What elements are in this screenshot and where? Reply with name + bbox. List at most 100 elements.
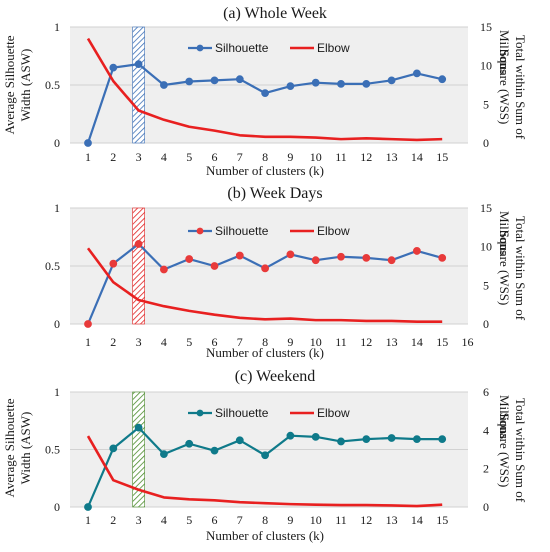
data-point bbox=[185, 255, 194, 263]
y-axis-label-line: Average Silhouette bbox=[2, 35, 17, 134]
data-point bbox=[185, 77, 194, 86]
x-tick-label: 9 bbox=[287, 513, 293, 527]
x-tick-label: 6 bbox=[212, 513, 218, 527]
y-tick-label: 0.5 bbox=[45, 78, 60, 92]
data-point bbox=[84, 139, 92, 147]
legend-label-elbow: Elbow bbox=[317, 224, 350, 238]
data-point bbox=[134, 423, 143, 432]
y-tick-label: 0.5 bbox=[45, 259, 60, 273]
x-tick-label: 3 bbox=[136, 513, 142, 527]
y-axis-label-line: Width (ASW) bbox=[18, 412, 33, 485]
x-tick-label: 6 bbox=[212, 335, 218, 349]
x-tick-label: 4 bbox=[161, 150, 167, 164]
series-line bbox=[86, 435, 443, 508]
x-tick-label: 8 bbox=[262, 513, 268, 527]
y-axis-label-line: Width (ASW) bbox=[18, 49, 33, 122]
x-tick-label: 12 bbox=[360, 513, 372, 527]
y2-tick-label: 2 bbox=[483, 462, 489, 476]
x-tick-label: 7 bbox=[237, 150, 243, 164]
y2-axis-label-line: Total within Sum of bbox=[513, 398, 528, 503]
legend: Silhouette Elbow bbox=[188, 224, 350, 238]
x-tick-label: 5 bbox=[186, 150, 192, 164]
y2-tick-label: 10 bbox=[480, 59, 492, 73]
x-tick-label: 9 bbox=[287, 150, 293, 164]
data-point bbox=[84, 320, 92, 328]
data-point bbox=[261, 264, 270, 273]
data-point bbox=[261, 451, 270, 460]
x-tick-label: 15 bbox=[436, 150, 448, 164]
series-line bbox=[86, 37, 443, 142]
y2-tick-label: 0 bbox=[483, 136, 489, 150]
chart-title: (c) Weekend bbox=[235, 368, 316, 385]
data-point bbox=[387, 256, 396, 265]
series-line bbox=[86, 247, 443, 323]
y2-tick-label: 10 bbox=[480, 240, 492, 254]
x-tick-label: 8 bbox=[262, 335, 268, 349]
legend: Silhouette Elbow bbox=[188, 406, 350, 420]
chart-title: (a) Whole Week bbox=[223, 5, 327, 22]
x-tick-label: 10 bbox=[310, 513, 322, 527]
y2-unit-label: Millions bbox=[497, 30, 512, 74]
data-point bbox=[438, 435, 447, 444]
y2-axis-label-line: Square (WSS) bbox=[497, 231, 512, 306]
x-axis-label: Number of clusters (k) bbox=[206, 163, 324, 178]
x-tick-label: 14 bbox=[411, 513, 423, 527]
data-point bbox=[109, 259, 118, 268]
data-point bbox=[109, 444, 118, 453]
x-tick-label: 7 bbox=[237, 513, 243, 527]
y2-unit-label: Millions bbox=[497, 395, 512, 439]
x-tick-label: 11 bbox=[335, 150, 347, 164]
data-point bbox=[134, 240, 143, 248]
x-axis-label: Number of clusters (k) bbox=[206, 528, 324, 543]
y-axis-label-line: Average Silhouette bbox=[2, 398, 17, 497]
silhouette-series bbox=[84, 423, 447, 511]
data-point bbox=[311, 256, 320, 265]
x-tick-label: 5 bbox=[186, 335, 192, 349]
y2-tick-label: 4 bbox=[483, 423, 489, 437]
data-point bbox=[413, 69, 421, 78]
x-tick-label: 10 bbox=[310, 335, 322, 349]
legend-label-silhouette: Silhouette bbox=[215, 224, 269, 238]
y-axis-label: Average Silhouette Width (ASW) bbox=[2, 398, 33, 497]
y-tick-label: 1 bbox=[54, 201, 60, 215]
x-tick-label: 12 bbox=[360, 335, 372, 349]
legend-label-elbow: Elbow bbox=[317, 41, 350, 55]
data-point bbox=[261, 89, 270, 98]
y-tick-label: 0 bbox=[54, 136, 60, 150]
y2-unit: Millions bbox=[497, 211, 512, 255]
x-tick-label: 14 bbox=[411, 335, 423, 349]
data-point bbox=[210, 446, 219, 455]
y2-tick-label: 5 bbox=[483, 278, 489, 292]
data-point bbox=[311, 78, 320, 87]
x-tick-label: 8 bbox=[262, 150, 268, 164]
data-point bbox=[362, 79, 371, 88]
x-tick-label: 16 bbox=[462, 335, 474, 349]
data-point bbox=[235, 251, 244, 260]
x-tick-label: 15 bbox=[436, 513, 448, 527]
legend-marker-silhouette bbox=[196, 227, 204, 235]
legend: Silhouette Elbow bbox=[188, 41, 350, 55]
y2-unit: Millions bbox=[497, 30, 512, 74]
y-tick-label: 0 bbox=[54, 317, 60, 331]
data-point bbox=[286, 82, 295, 91]
x-tick-label: 9 bbox=[287, 335, 293, 349]
x-axis-label: Number of clusters (k) bbox=[206, 345, 324, 360]
data-point bbox=[387, 434, 396, 442]
data-point bbox=[337, 437, 345, 446]
elbow-series bbox=[86, 247, 443, 323]
x-tick-label: 11 bbox=[335, 513, 347, 527]
y2-axis-label-line: Square (WSS) bbox=[497, 50, 512, 125]
y2-tick-label: 0 bbox=[483, 500, 489, 514]
highlight-column bbox=[132, 391, 145, 508]
x-tick-label: 2 bbox=[110, 335, 116, 349]
x-tick-label: 10 bbox=[310, 150, 322, 164]
data-point bbox=[185, 439, 194, 448]
x-tick-label: 14 bbox=[411, 150, 423, 164]
x-tick-label: 4 bbox=[161, 513, 167, 527]
